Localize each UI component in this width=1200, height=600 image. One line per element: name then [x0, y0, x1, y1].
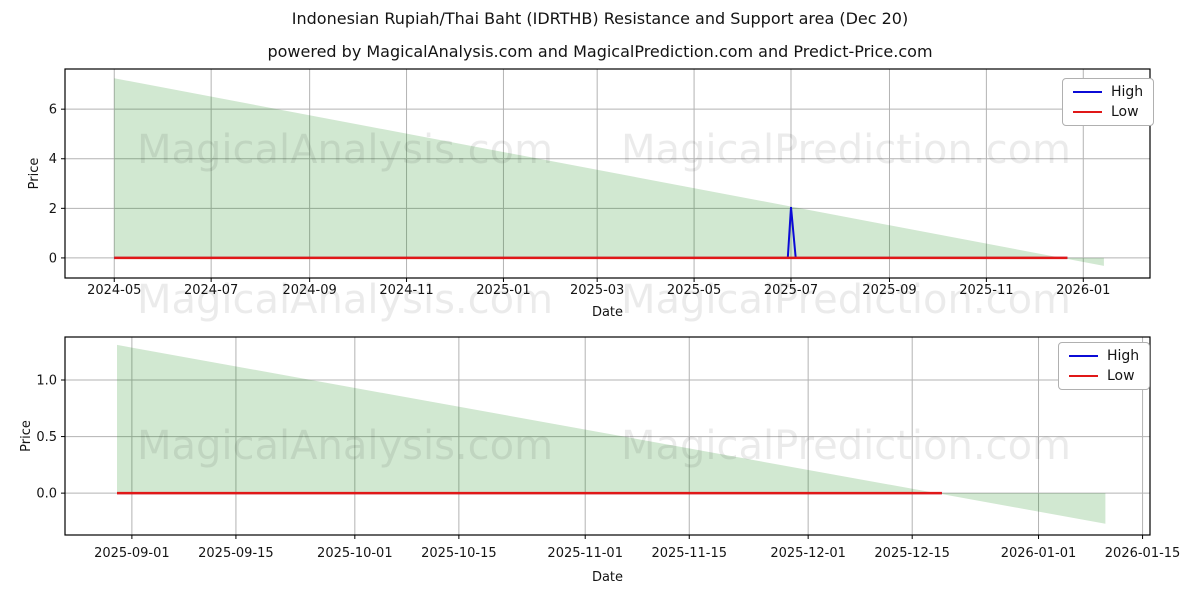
x-tick-label: 2024-05	[87, 283, 141, 298]
legend-top-chart: High Low	[1062, 78, 1155, 126]
high-line-swatch	[1073, 91, 1102, 93]
high-line-swatch	[1069, 355, 1098, 357]
legend-label-low: Low	[1111, 104, 1139, 120]
x-tick-label: 2025-09-01	[94, 546, 170, 561]
legend-item-low: Low	[1069, 368, 1139, 384]
low-line-swatch	[1069, 375, 1098, 377]
x-tick-label: 2024-11	[379, 283, 433, 298]
y-tick-label: 0.0	[36, 487, 57, 502]
x-tick-label: 2025-09-15	[198, 546, 274, 561]
y-tick-label: 2	[49, 202, 57, 217]
x-tick-label: 2026-01-15	[1105, 546, 1181, 561]
x-tick-label: 2025-01	[476, 283, 530, 298]
x-tick-label: 2025-07	[764, 283, 818, 298]
y-axis-label: Price	[27, 158, 42, 190]
x-tick-label: 2025-10-01	[317, 546, 393, 561]
x-tick-label: 2025-11-01	[547, 546, 623, 561]
x-tick-label: 2025-11	[959, 283, 1013, 298]
x-axis-label: Date	[592, 305, 623, 320]
low-line-swatch	[1073, 111, 1102, 113]
plot-border	[64, 336, 1151, 536]
x-tick-label: 2025-12-15	[874, 546, 950, 561]
y-tick-label: 1.0	[36, 373, 57, 388]
legend-item-low: Low	[1073, 104, 1143, 120]
legend-item-high: High	[1069, 348, 1139, 364]
chart-main: 2024-05 2024-07 2024-09 2024-11 2025-01 2025-…	[27, 68, 1151, 320]
y-tick-label: 6	[49, 103, 57, 118]
figure-title: Indonesian Rupiah/Thai Baht (IDRTHB) Res…	[291, 9, 909, 28]
chart-zoomed: 2025-09-01 2025-09-15 2025-10-01 2025-10-15…	[19, 336, 1181, 585]
x-tick-label: 2026-01-01	[1001, 546, 1077, 561]
figure-subtitle: powered by MagicalAnalysis.com and Magic…	[267, 42, 933, 61]
x-tick-label: 2024-09	[282, 283, 336, 298]
x-tick-label: 2025-09	[862, 283, 916, 298]
x-axis-label: Date	[592, 570, 623, 585]
x-tick-label: 2024-07	[184, 283, 238, 298]
y-tick-label: 0.5	[36, 430, 57, 445]
x-tick-label: 2026-01	[1056, 283, 1110, 298]
plot-border	[64, 68, 1151, 279]
x-tick-label: 2025-11-15	[651, 546, 727, 561]
legend-bottom-chart: High Low	[1058, 342, 1151, 390]
legend-label-high: High	[1107, 348, 1140, 364]
legend-item-high: High	[1073, 84, 1143, 100]
legend-label-high: High	[1111, 84, 1144, 100]
y-tick-label: 4	[49, 152, 57, 167]
y-axis-label: Price	[19, 420, 34, 452]
x-tick-label: 2025-12-01	[770, 546, 846, 561]
support-resistance-area	[114, 78, 1104, 266]
y-tick-label: 0	[49, 251, 57, 266]
support-resistance-area	[117, 344, 1106, 524]
legend-label-low: Low	[1107, 368, 1135, 384]
x-tick-label: 2025-10-15	[421, 546, 497, 561]
x-tick-label: 2025-05	[667, 283, 721, 298]
x-tick-label: 2025-03	[570, 283, 624, 298]
